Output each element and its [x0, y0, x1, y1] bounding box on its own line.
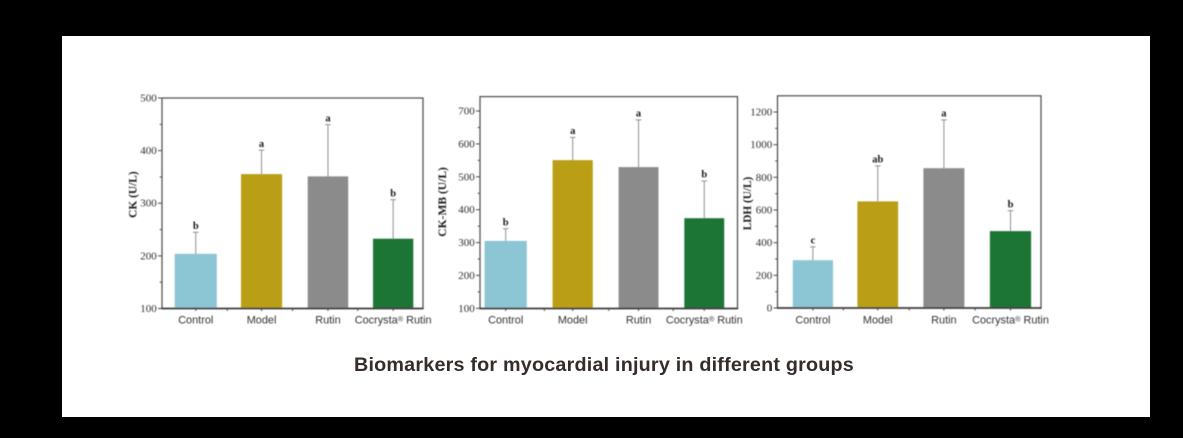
svg-text:Rutin: Rutin	[931, 315, 956, 327]
svg-text:1200: 1200	[750, 107, 773, 119]
svg-text:Cocrysta® Rutin: Cocrysta® Rutin	[666, 315, 743, 327]
svg-text:b: b	[701, 170, 707, 181]
svg-text:Model: Model	[863, 315, 893, 327]
svg-text:Model: Model	[558, 315, 588, 327]
svg-text:CK (U/L): CK (U/L)	[128, 171, 140, 218]
svg-text:200: 200	[756, 270, 773, 282]
svg-text:400: 400	[756, 237, 773, 249]
svg-text:a: a	[570, 126, 576, 137]
svg-text:700: 700	[458, 106, 475, 118]
svg-text:Control: Control	[178, 315, 213, 327]
svg-text:b: b	[503, 217, 509, 228]
svg-text:a: a	[636, 109, 642, 120]
svg-text:100: 100	[458, 303, 475, 315]
svg-text:a: a	[325, 113, 331, 124]
svg-text:100: 100	[140, 303, 157, 315]
svg-text:400: 400	[140, 145, 157, 157]
svg-text:Cocrysta® Rutin: Cocrysta® Rutin	[355, 315, 432, 327]
svg-text:c: c	[811, 236, 816, 247]
svg-text:300: 300	[140, 198, 157, 210]
svg-text:Cocrysta® Rutin: Cocrysta® Rutin	[972, 315, 1049, 327]
svg-text:b: b	[193, 221, 199, 232]
svg-text:a: a	[259, 139, 265, 150]
svg-text:600: 600	[756, 205, 773, 217]
svg-text:Rutin: Rutin	[315, 315, 340, 327]
svg-text:b: b	[1008, 199, 1014, 210]
svg-text:b: b	[390, 188, 396, 199]
svg-text:ab: ab	[872, 155, 883, 166]
svg-text:1000: 1000	[750, 139, 773, 151]
svg-text:Biomarkers for myocardial inju: Biomarkers for myocardial injury in diff…	[354, 355, 854, 376]
svg-text:LDH (U/L): LDH (U/L)	[742, 176, 754, 230]
svg-text:600: 600	[458, 138, 475, 150]
svg-text:0: 0	[767, 303, 773, 315]
svg-text:200: 200	[140, 250, 157, 262]
svg-text:500: 500	[140, 93, 157, 105]
svg-text:400: 400	[458, 204, 475, 216]
svg-text:500: 500	[458, 171, 475, 183]
svg-text:300: 300	[458, 237, 475, 249]
svg-text:a: a	[941, 109, 947, 120]
svg-text:200: 200	[458, 270, 475, 282]
svg-text:Control: Control	[795, 315, 830, 327]
svg-text:Rutin: Rutin	[626, 315, 651, 327]
svg-text:Model: Model	[247, 315, 277, 327]
svg-text:800: 800	[756, 172, 773, 184]
svg-text:Control: Control	[488, 315, 523, 327]
svg-text:CK-MB (U/L): CK-MB (U/L)	[437, 167, 449, 237]
